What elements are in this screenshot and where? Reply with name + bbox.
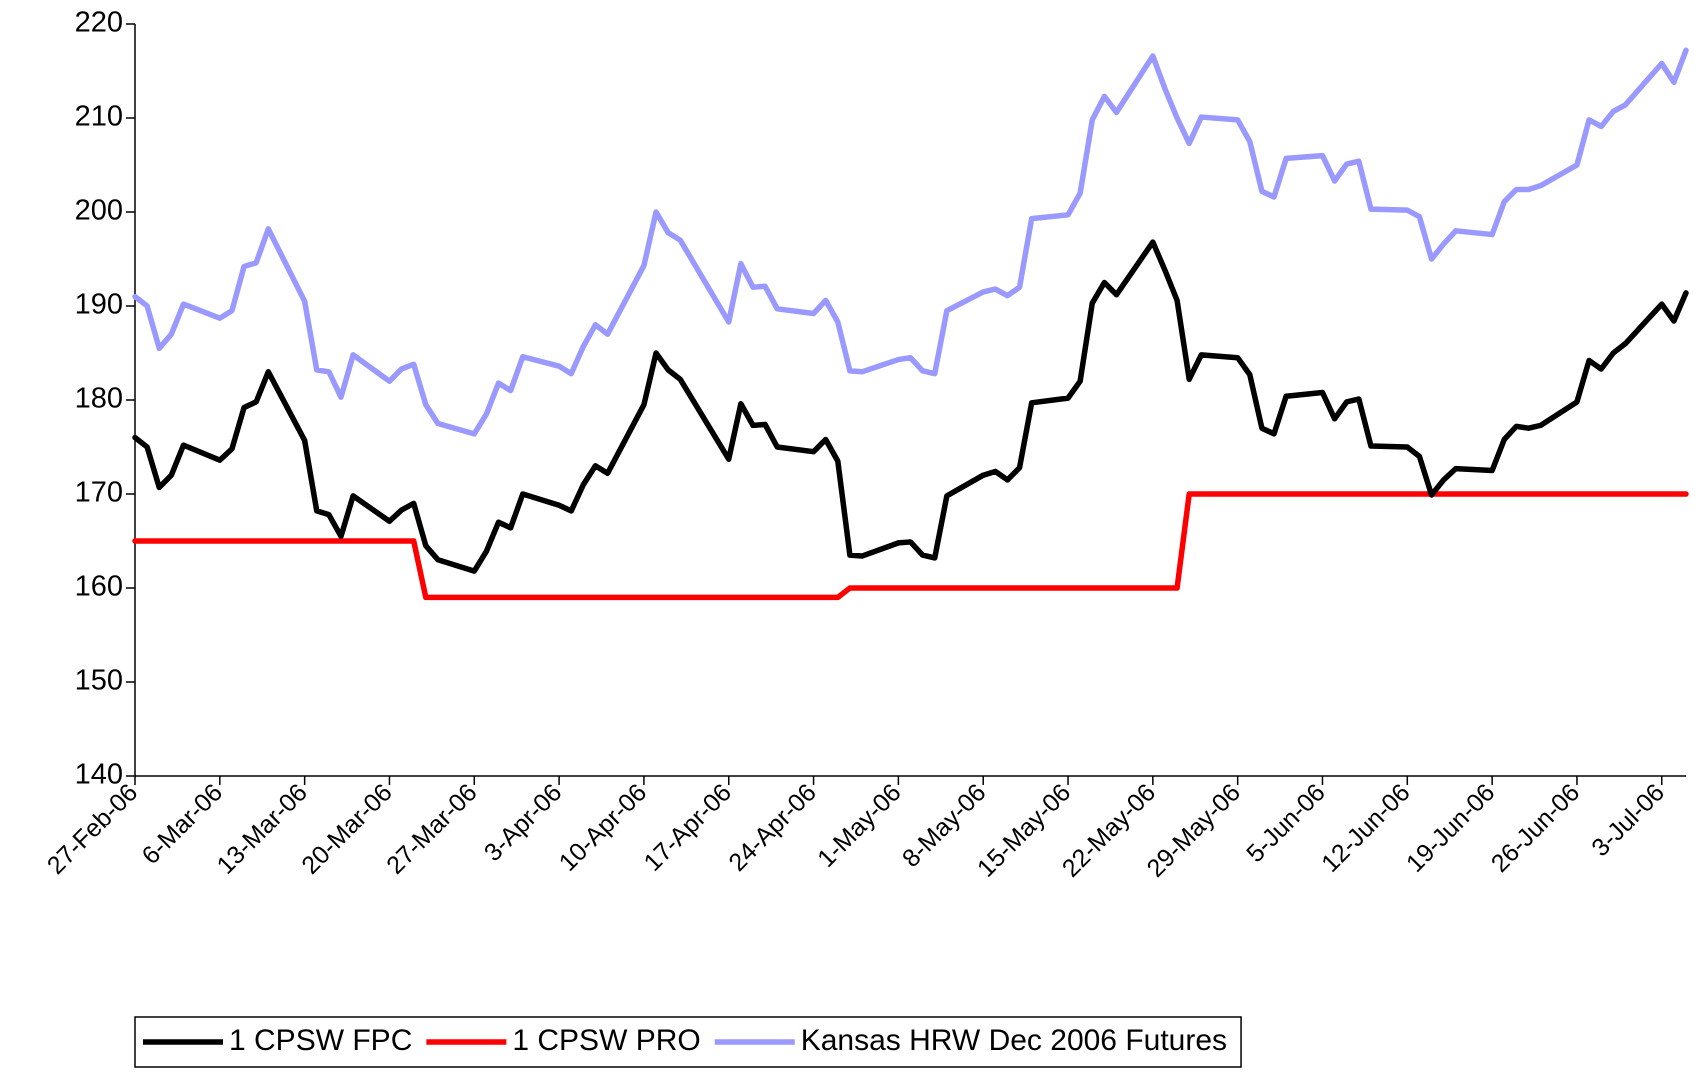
legend-label: 1 CPSW PRO <box>512 1024 700 1057</box>
y-tick-label: 160 <box>75 571 123 603</box>
y-tick-label: 150 <box>75 665 123 697</box>
legend-label: 1 CPSW FPC <box>229 1024 412 1057</box>
y-tick-label: 180 <box>75 383 123 415</box>
y-tick-label: 170 <box>75 477 123 509</box>
y-tick-label: 210 <box>75 101 123 133</box>
legend: 1 CPSW FPC 1 CPSW PRO Kansas HRW Dec 2006 … <box>134 1016 1242 1068</box>
series-line <box>132 47 1689 437</box>
y-tick-label: 200 <box>75 195 123 227</box>
legend-box <box>134 1016 1242 1068</box>
series-line <box>132 239 1689 574</box>
legend-label: Kansas HRW Dec 2006 Futures <box>801 1024 1227 1057</box>
y-tick-label: 140 <box>75 759 123 791</box>
y-tick-label: 190 <box>75 289 123 321</box>
y-tick-label: 220 <box>75 7 123 39</box>
